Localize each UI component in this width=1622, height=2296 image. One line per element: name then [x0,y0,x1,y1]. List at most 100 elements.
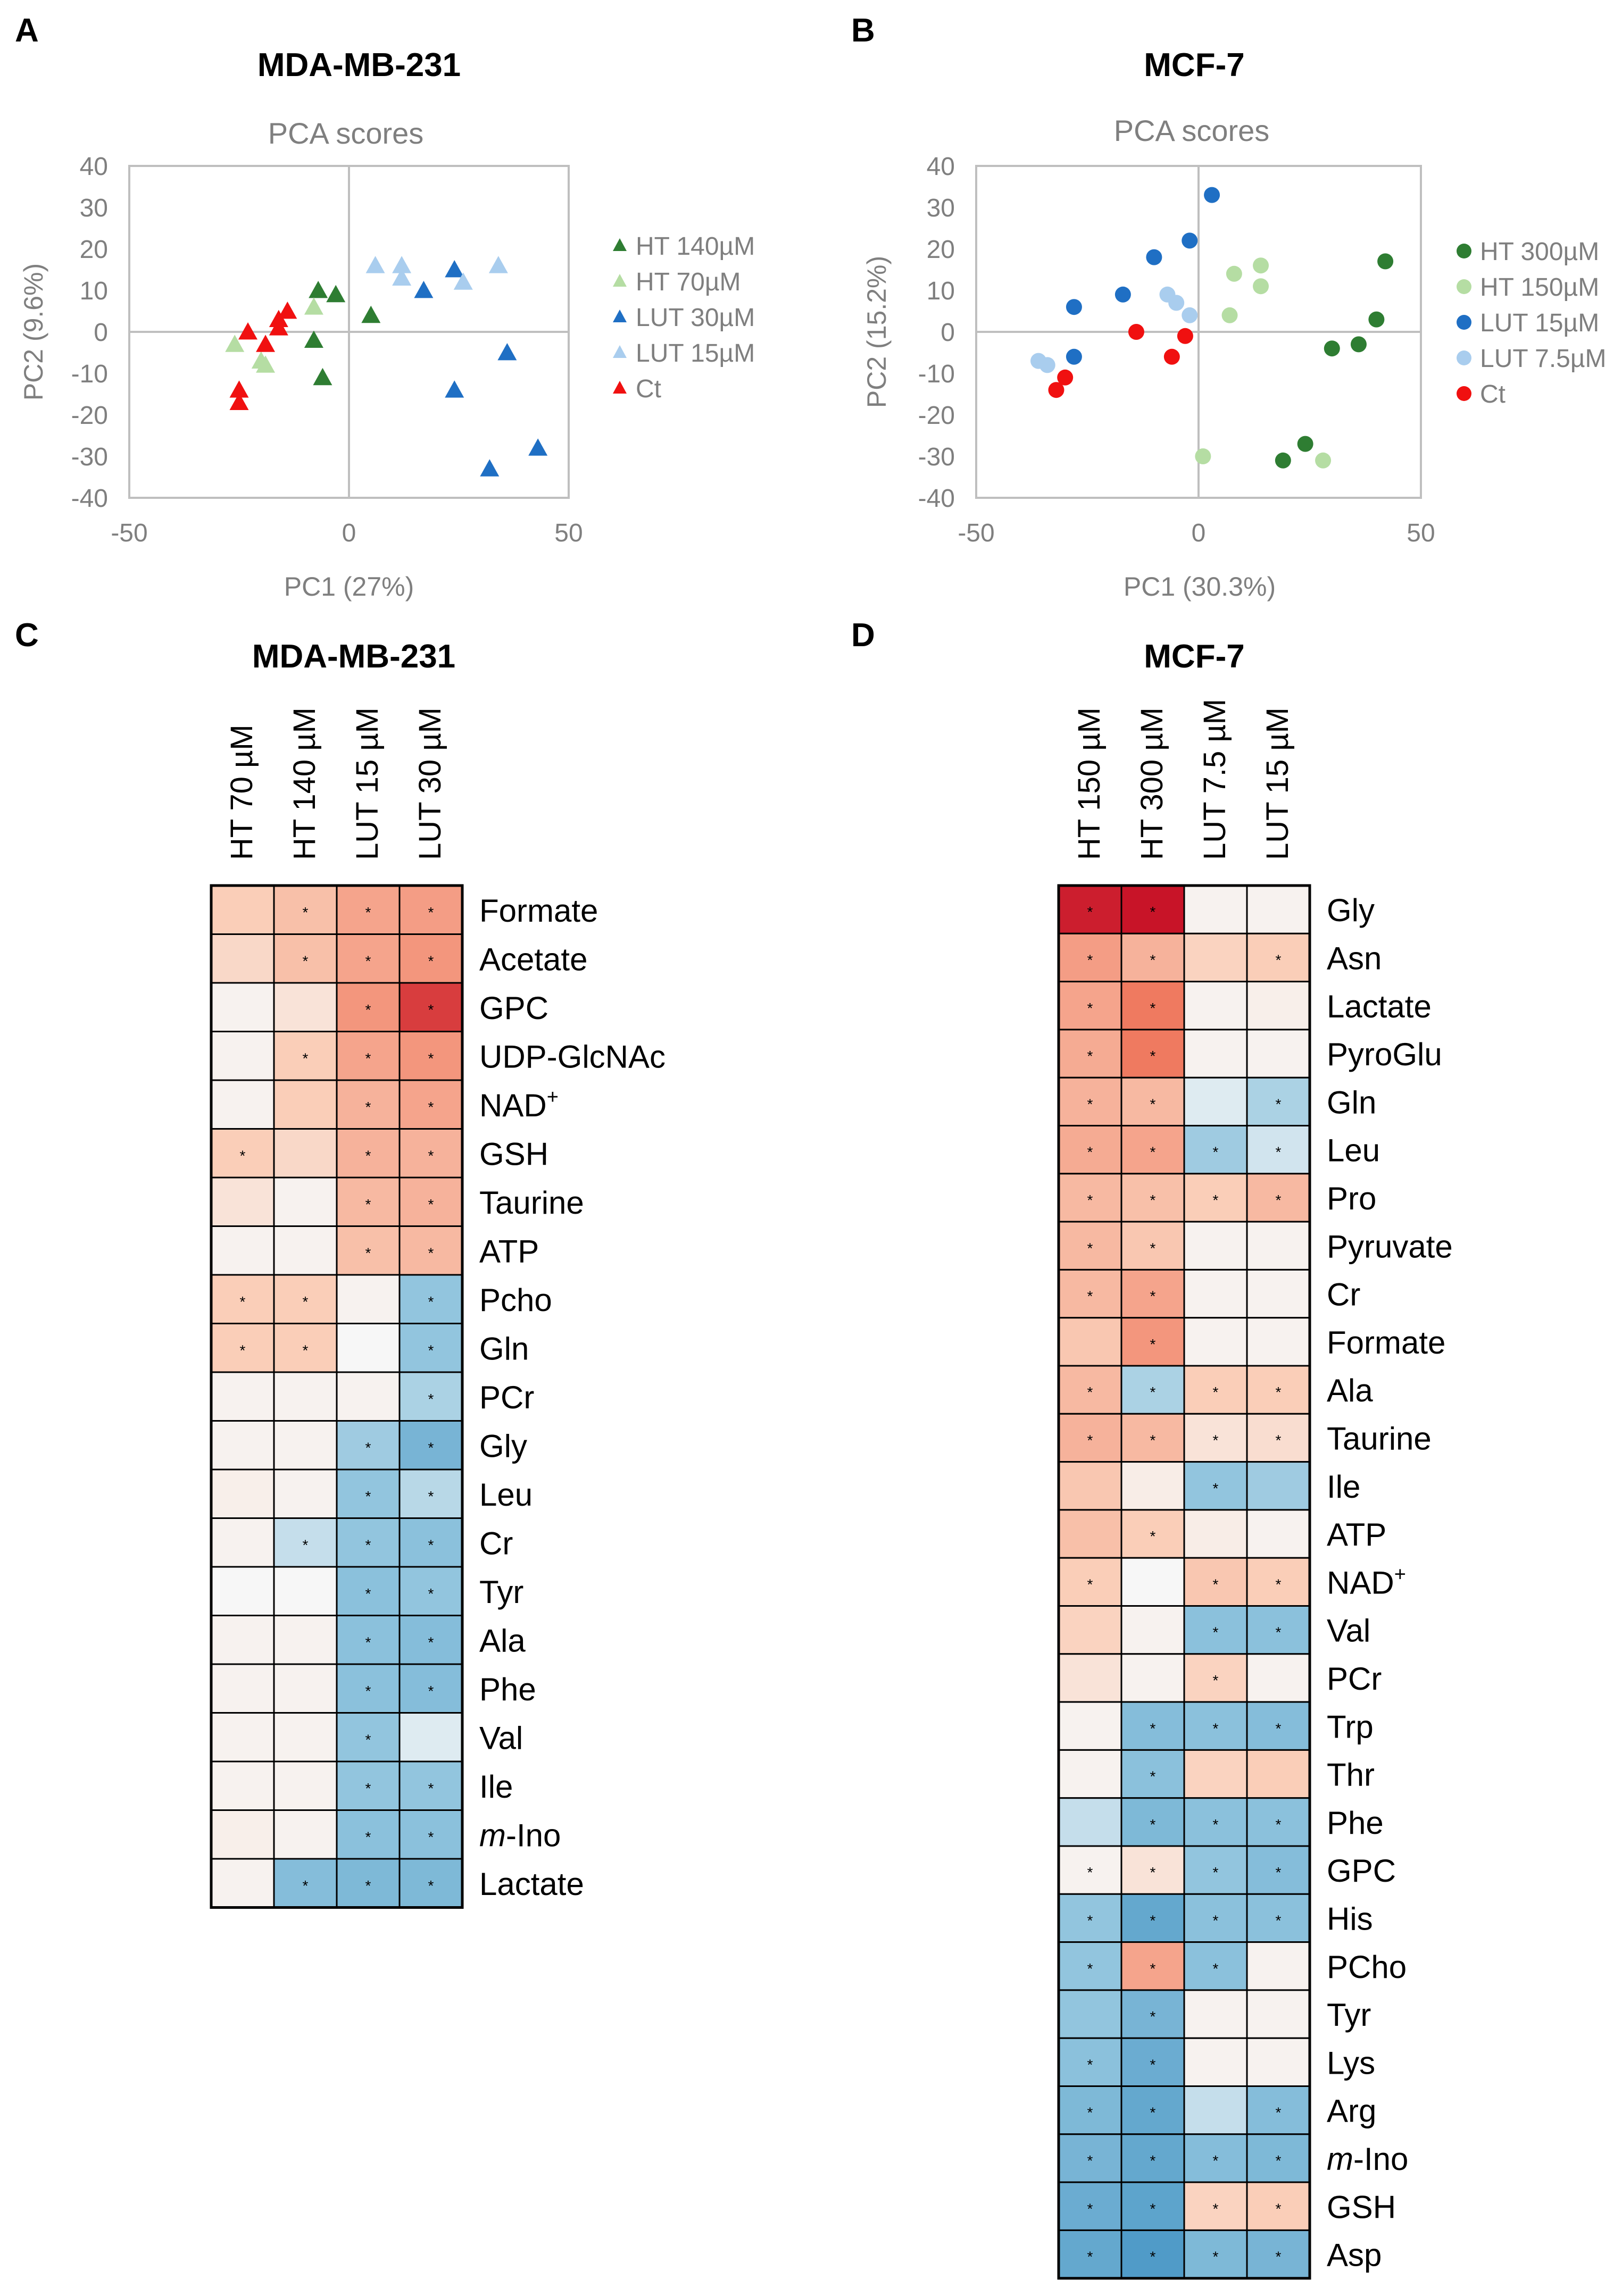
x-axis-label: PC1 (30.3%) [1124,572,1276,602]
significance-mark: * [1087,1960,1093,1977]
heatmap-cell [1183,1989,1248,2039]
heatmap-cell [1120,2085,1185,2135]
significance-mark: * [1087,1912,1093,1928]
heatmap-cell [1246,1893,1311,1943]
data-point [1195,448,1211,464]
legend-marker [1457,315,1471,330]
heatmap-cell [1120,1605,1185,1655]
legend: HT 300µM HT 150µM LUT 15µM LUT 7.5µM Ct [1457,238,1607,408]
column-label: HT 150 µM [1072,707,1107,860]
significance-mark: * [303,1537,309,1553]
row-label: Taurine [479,1185,584,1221]
significance-mark: * [365,1001,371,1018]
legend: HT 140µM HT 70µM LUT 30µM LUT 15µM Ct [613,232,755,403]
row-label: NAD+ [479,1086,559,1123]
row-label: Gln [479,1331,529,1366]
x-tick-label: 50 [554,519,583,547]
row-label: Ile [479,1769,513,1805]
significance-mark: * [240,1342,246,1358]
data-point [1048,382,1064,398]
data-point [1039,357,1055,373]
legend-marker [613,274,627,287]
row-label: m-Ino [1327,2141,1408,2177]
data-point [225,335,245,352]
significance-mark: * [365,1537,371,1553]
row-label: Gly [479,1428,527,1464]
heatmap-cell [336,884,401,935]
heatmap-cell [1183,1076,1248,1126]
heatmap-cell [1058,1029,1122,1079]
significance-mark: * [428,1196,434,1213]
panel-letter-d: D [851,617,875,654]
significance-mark: * [428,1099,434,1115]
significance-mark: * [428,1537,434,1553]
significance-mark: * [1150,2200,1156,2217]
significance-mark: * [1087,2249,1093,2265]
significance-mark: * [1150,1432,1156,1448]
significance-mark: * [1087,1384,1093,1400]
significance-mark: * [1276,1720,1282,1736]
heatmap-cell [210,1663,275,1714]
significance-mark: * [1213,1480,1219,1497]
row-label: Formate [479,893,598,929]
row-label: Lys [1327,2045,1375,2081]
heatmap-cell [336,982,401,1032]
heatmap-cell [1183,1413,1248,1463]
heatmap-cell [398,1323,463,1373]
heatmap-cell [273,1323,338,1373]
significance-mark: * [1150,2249,1156,2265]
significance-mark: * [1150,1240,1156,1256]
heatmap-cell [336,1420,401,1471]
data-point [1377,253,1394,270]
significance-mark: * [428,1585,434,1602]
chart-title: MCF-7 [1144,47,1244,84]
significance-mark: * [365,1099,371,1115]
significance-mark: * [1150,1912,1156,1928]
row-label: Asn [1327,940,1382,976]
significance-mark: * [1087,1096,1093,1112]
legend-label: HT 140µM [636,232,755,261]
significance-mark: * [1087,2056,1093,2073]
significance-mark: * [1150,1720,1156,1736]
heatmap-cell [1120,1029,1185,1079]
data-point [1128,324,1144,340]
data-point [1253,278,1269,295]
heatmap-cell [336,1663,401,1714]
heatmap-cell [273,884,338,935]
significance-mark: * [1087,1576,1093,1592]
heatmap-cell [1246,1941,1311,1991]
row-label: Gly [1327,892,1375,928]
data-point [238,322,258,340]
y-tick-label: 30 [927,194,955,222]
data-point [1182,307,1198,323]
pca-chart-mcf: MCF-7 PCA scores PC1 (30.3%) PC2 (15.2%)… [862,47,1607,602]
significance-mark: * [365,1245,371,1261]
heatmap-cell [398,1760,463,1811]
data-point [1182,232,1198,249]
heatmap-cell [1058,2181,1122,2231]
heatmap-cell [398,1858,463,1908]
row-label: PyroGlu [1327,1037,1442,1072]
panel-letter-a: A [15,12,39,49]
heatmap-cell [1058,884,1122,934]
data-point [1297,436,1313,452]
heatmap-cell [1120,1413,1185,1463]
data-point [229,380,249,398]
chart-title: MDA-MB-231 [257,47,461,84]
heatmap-cell [210,1420,275,1471]
heatmap-cell [1183,1797,1248,1847]
significance-mark: * [1087,1288,1093,1305]
heatmap-cell [273,1176,338,1227]
y-tick-label: 10 [927,277,955,305]
heatmap-cell [210,933,275,984]
significance-mark: * [1150,1528,1156,1544]
heatmap-cell [1120,2037,1185,2087]
row-label: His [1327,1901,1373,1936]
heatmap-cell [1058,981,1122,1031]
heatmap-cell [336,1371,401,1422]
heatmap-cell [1058,1509,1122,1559]
heatmap-cell [1120,1461,1185,1511]
significance-mark: * [428,1342,434,1358]
significance-mark: * [1150,1336,1156,1352]
data-point [1221,307,1238,323]
